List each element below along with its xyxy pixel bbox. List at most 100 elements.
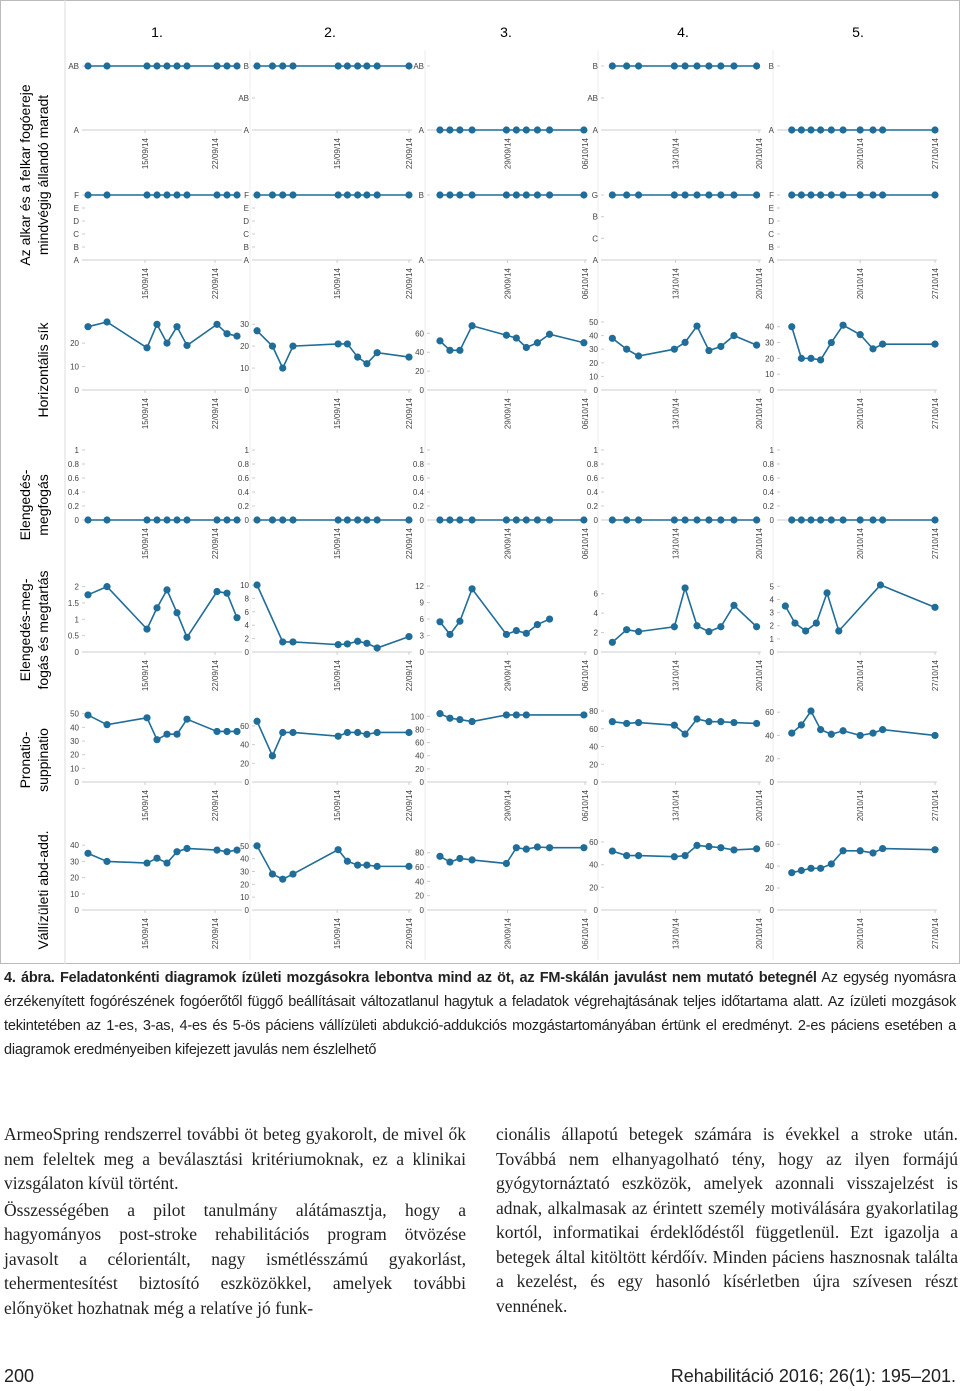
caption-text: Az egység nyomásra érzékenyített fogórés… (4, 970, 956, 1058)
data-point (623, 626, 631, 634)
data-point (456, 715, 464, 724)
y-tick-label: 1 (594, 446, 599, 455)
x-tick-label: 20/10/14 (755, 137, 764, 169)
y-tick-label: 40 (765, 323, 774, 332)
x-tick-label: 22/09/14 (211, 789, 220, 821)
y-tick-label: 40 (589, 332, 598, 341)
y-tick-label: A (74, 126, 80, 135)
data-point (233, 727, 241, 736)
data-point (84, 849, 92, 857)
x-tick-label: 29/09/14 (504, 397, 513, 429)
data-point (436, 191, 444, 199)
data-point (717, 62, 725, 70)
y-tick-label: F (74, 191, 79, 200)
data-point (634, 628, 643, 636)
data-point (533, 843, 541, 851)
data-point (807, 707, 815, 715)
y-tick-label: 1 (245, 446, 250, 455)
y-tick-label: 1.5 (68, 599, 80, 608)
data-point (363, 639, 371, 647)
y-tick-label: 30 (240, 868, 249, 877)
data-line (612, 844, 757, 858)
x-tick-label: 29/09/14 (504, 659, 513, 691)
y-tick-label: 20 (70, 874, 79, 883)
data-point (502, 516, 510, 524)
y-tick-label: 6 (594, 590, 599, 599)
y-tick-label: B (419, 191, 424, 200)
data-point (436, 618, 444, 626)
data-point (268, 870, 277, 878)
data-point (533, 339, 541, 347)
data-point (183, 516, 191, 524)
row-label: suppinatio (35, 728, 51, 792)
y-tick-label: 40 (415, 348, 424, 357)
x-tick-label: 20/10/14 (755, 659, 764, 691)
data-point (730, 332, 738, 340)
row-label: Elengedés- (17, 469, 33, 540)
y-tick-label: 0 (594, 778, 599, 787)
y-tick-label: 50 (70, 710, 79, 719)
data-point (693, 322, 701, 330)
data-point (580, 516, 588, 524)
y-tick-label: 2 (770, 622, 775, 631)
y-tick-label: 0 (770, 778, 775, 787)
y-tick-label: 40 (70, 723, 79, 732)
data-point (233, 846, 241, 854)
y-tick-label: 0 (420, 906, 425, 915)
data-point (817, 726, 825, 734)
data-point (705, 628, 713, 636)
y-tick-label: 20 (589, 760, 598, 769)
data-point (730, 718, 738, 727)
data-point (856, 516, 864, 524)
data-point (183, 191, 191, 199)
data-point (373, 62, 381, 70)
data-line (256, 845, 409, 881)
data-point (343, 191, 351, 199)
x-tick-label: 06/10/14 (581, 267, 590, 299)
y-tick-label: 0.4 (413, 488, 425, 497)
data-point (879, 191, 887, 199)
y-tick-label: 3 (770, 609, 775, 618)
x-tick-label: 13/10/14 (672, 789, 681, 821)
x-tick-label: 20/10/14 (856, 267, 865, 299)
data-point (856, 331, 864, 339)
data-point (334, 62, 342, 70)
data-point (879, 126, 887, 134)
data-point (163, 586, 171, 594)
caption-label: 4. ábra. (4, 970, 55, 986)
y-tick-label: B (244, 62, 249, 71)
data-point (797, 866, 805, 875)
data-point (717, 623, 725, 631)
y-tick-label: B (593, 213, 598, 222)
data-point (253, 842, 261, 850)
y-tick-label: A (419, 126, 425, 135)
y-tick-label: AB (587, 94, 598, 103)
data-line (256, 330, 410, 370)
data-point (468, 516, 476, 524)
data-point (456, 617, 464, 625)
data-point (268, 516, 277, 524)
data-point (373, 191, 381, 199)
data-point (545, 330, 554, 338)
data-point (456, 854, 464, 863)
data-point (253, 717, 261, 725)
data-point (289, 728, 297, 737)
data-point (512, 126, 520, 134)
data-point (693, 622, 701, 630)
data-point (363, 191, 371, 199)
data-point (693, 62, 701, 70)
data-point (681, 584, 689, 592)
x-tick-label: 06/10/14 (581, 659, 590, 691)
y-tick-label: 0 (594, 906, 599, 915)
data-point (502, 191, 510, 199)
data-point (876, 581, 885, 589)
row-label: Vállízületi abd-add. (35, 830, 51, 949)
data-point (623, 345, 631, 353)
data-point (753, 845, 761, 853)
y-tick-label: AB (413, 62, 424, 71)
data-point (623, 516, 631, 524)
y-tick-label: AB (238, 94, 249, 103)
caption-title: Feladatonkénti diagramok ízületi mozgáso… (59, 970, 817, 986)
y-tick-label: AB (68, 62, 79, 71)
y-tick-label: 8 (245, 594, 250, 603)
